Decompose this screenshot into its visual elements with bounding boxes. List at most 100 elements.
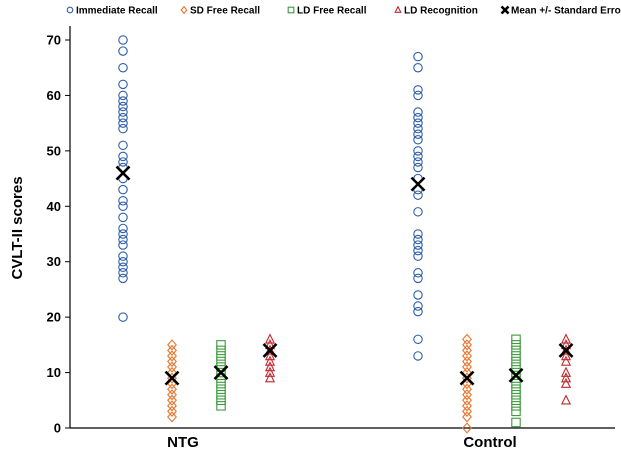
data-point <box>511 362 521 372</box>
legend-label: LD Recognition <box>404 6 478 17</box>
data-point <box>118 268 128 278</box>
data-point <box>264 361 276 372</box>
y-tick-label: 40 <box>47 199 61 214</box>
legend-marker <box>287 6 295 14</box>
data-point <box>118 240 128 250</box>
data-point <box>511 378 521 389</box>
data-point <box>560 333 572 344</box>
data-point <box>413 62 423 73</box>
data-point <box>216 345 226 356</box>
data-point <box>462 350 472 362</box>
data-point <box>118 223 128 234</box>
legend: Immediate Recall SD Free Recall LD Free Re… <box>66 5 621 17</box>
data-point <box>118 118 128 128</box>
data-point <box>167 405 177 418</box>
data-point <box>413 190 423 200</box>
data-point <box>413 301 423 311</box>
data-point <box>560 366 572 377</box>
data-point <box>264 350 276 361</box>
data-point <box>167 383 177 395</box>
data-point <box>413 229 423 239</box>
data-point <box>511 345 521 356</box>
data-point <box>462 400 472 412</box>
data-point <box>264 338 276 350</box>
data-point <box>167 350 177 362</box>
y-tick-label: 70 <box>47 33 61 48</box>
legend-item: LD Free Recall <box>287 6 367 17</box>
data-point <box>118 101 128 112</box>
data-point <box>511 384 521 394</box>
mean-marker <box>508 367 524 383</box>
data-point <box>118 273 128 284</box>
data-point <box>511 351 521 361</box>
data-point <box>462 422 472 434</box>
data-point <box>216 384 226 394</box>
mean-marker <box>213 365 229 380</box>
data-point <box>167 339 177 351</box>
data-point <box>413 207 423 217</box>
legend-item: SD Free Recall <box>180 5 260 17</box>
legend-marker <box>180 5 188 15</box>
data-point <box>167 344 177 357</box>
legend-item: Immediate Recall <box>66 6 158 17</box>
data-point <box>560 355 572 366</box>
data-point <box>413 240 423 250</box>
data-point <box>118 256 128 267</box>
y-tick-label: 20 <box>47 310 61 325</box>
data-point <box>413 273 423 284</box>
data-point <box>462 339 472 351</box>
data-point <box>167 361 177 373</box>
data-point <box>413 290 423 300</box>
mean-marker <box>558 342 574 358</box>
data-point <box>560 377 572 388</box>
data-point <box>413 123 423 134</box>
data-point <box>413 234 423 245</box>
legend-marker <box>394 5 402 13</box>
data-point <box>216 395 226 406</box>
axes: 0 10 20 30 40 50 60 70 NTG Control <box>47 26 615 451</box>
data-point <box>511 417 521 428</box>
data-point <box>511 340 521 350</box>
x-category-label: NTG <box>167 434 199 451</box>
data-point <box>118 184 128 195</box>
data-point <box>167 411 177 423</box>
data-point <box>118 140 128 151</box>
data-point <box>118 312 128 322</box>
data-point <box>413 157 423 167</box>
data-point <box>118 201 128 212</box>
data-point <box>511 401 521 411</box>
data-point <box>462 411 472 423</box>
data-point <box>118 123 128 134</box>
data-point <box>167 400 177 412</box>
data-point <box>216 340 226 350</box>
data-point <box>413 151 423 162</box>
data-point <box>462 355 472 368</box>
legend-item: Mean +/- Standard Error <box>500 5 621 17</box>
data-point <box>511 356 521 367</box>
y-tick-label: 10 <box>47 365 61 380</box>
data-point <box>413 118 423 128</box>
data-point <box>264 366 276 377</box>
data-point <box>560 372 572 383</box>
legend-item: LD Recognition <box>394 5 478 17</box>
mean-marker <box>164 370 180 386</box>
data-point <box>118 212 128 223</box>
data-point <box>413 51 423 62</box>
data-point <box>413 306 423 317</box>
data-point <box>462 344 472 357</box>
data-point <box>118 79 128 90</box>
y-tick-label: 50 <box>47 143 61 158</box>
data-point <box>167 394 177 406</box>
series-mean <box>115 165 574 386</box>
data-point <box>462 389 472 401</box>
series-sd-free-recall <box>167 333 472 434</box>
data-point <box>118 112 128 123</box>
legend-marker <box>500 5 510 15</box>
data-point <box>462 361 472 373</box>
data-point <box>118 62 128 73</box>
y-axis-label: CVLT-II scores <box>9 176 26 279</box>
legend-label: Mean +/- Standard Error <box>511 6 621 17</box>
data-point <box>118 90 128 101</box>
data-point <box>118 107 128 117</box>
